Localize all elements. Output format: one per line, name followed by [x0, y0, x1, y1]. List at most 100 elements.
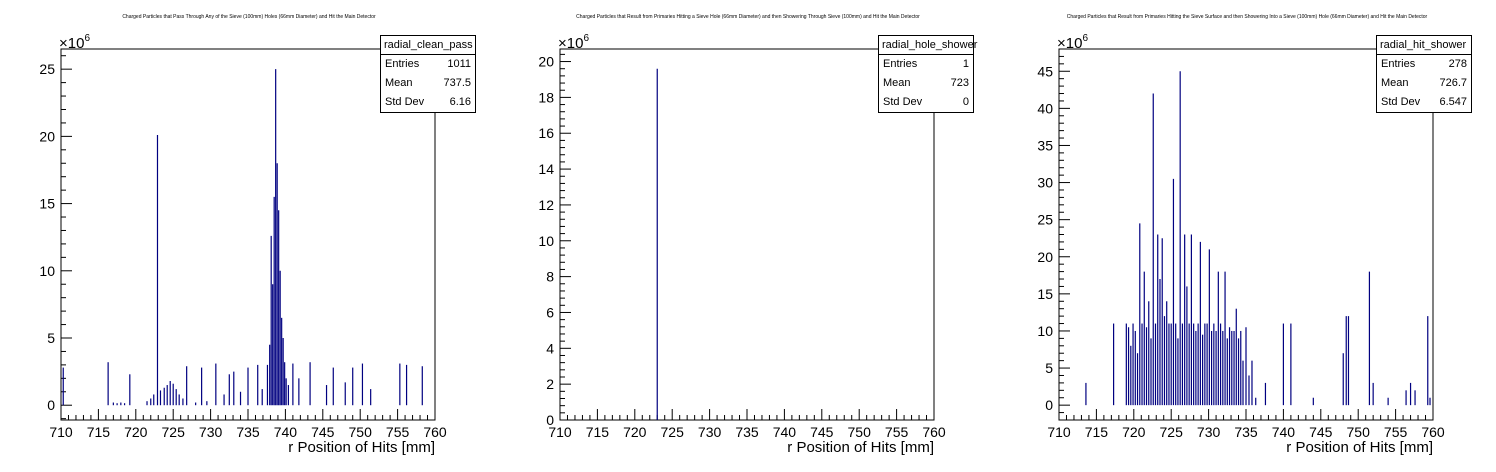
y-axis-exponent: ×106: [1057, 33, 1088, 52]
y-tick-label: 0: [47, 397, 55, 413]
y-tick-label: 12: [538, 197, 554, 213]
y-tick-label: 5: [47, 330, 55, 346]
y-tick-label: 0: [1045, 397, 1053, 413]
x-tick-label: 760: [423, 424, 447, 440]
y-tick-label: 10: [538, 233, 554, 249]
x-tick-label: 735: [236, 424, 260, 440]
stats-value: 723: [950, 77, 969, 89]
y-tick-label: 35: [1037, 137, 1053, 153]
y-tick-label: 25: [1037, 212, 1053, 228]
histogram-plot: 710 715 720 725 730 735 740 745 750 755 760 0 5 10 15 2…: [1037, 33, 1445, 456]
x-tick-label: 720: [623, 424, 647, 440]
stats-box: radial_hole_shower Entries 1 Mean 723 Std …: [878, 35, 977, 113]
x-tick-label: 730: [698, 424, 722, 440]
x-tick-label: 755: [1384, 424, 1408, 440]
y-axis-exponent-power: 6: [1082, 33, 1088, 44]
stats-label: Entries: [883, 58, 918, 70]
x-tick-label: 710: [1047, 424, 1071, 440]
x-axis-label: r Position of Hits [mm]: [1286, 439, 1433, 456]
y-tick-label: 30: [1037, 175, 1053, 191]
plot-frame: [60, 48, 436, 421]
x-tick-label: 730: [1197, 424, 1221, 440]
y-tick-label: 5: [1045, 360, 1053, 376]
x-tick-label: 720: [1122, 424, 1146, 440]
y-tick-label: 25: [39, 61, 55, 77]
stats-value: 1011: [447, 58, 471, 70]
histogram-plot: 710 715 720 725 730 735 740 745 750 755 760 0 2 4 6 8 10…: [538, 33, 946, 456]
stats-label: Mean: [883, 77, 911, 89]
x-tick-label: 740: [1272, 424, 1296, 440]
stats-value: 1: [962, 58, 969, 70]
stats-row-std-dev: Std Dev 6.16: [381, 93, 475, 112]
stats-row-mean: Mean 726.7: [1377, 74, 1471, 93]
y-tick-label: 14: [538, 161, 554, 177]
x-tick-label: 760: [922, 424, 946, 440]
x-axis-label: r Position of Hits [mm]: [288, 439, 435, 456]
y-tick-label: 15: [1037, 286, 1053, 302]
x-tick-label: 740: [274, 424, 298, 440]
stats-row-std-dev: Std Dev 0: [879, 93, 973, 112]
y-axis-exponent: ×106: [558, 33, 589, 52]
histogram-panel-hole-shower: 710 715 720 725 730 735 740 745 750 755 760 0 2 4 6 8 10…: [499, 0, 997, 472]
x-tick-label: 730: [199, 424, 223, 440]
y-tick-label: 0: [546, 412, 554, 428]
x-tick-label: 715: [1085, 424, 1109, 440]
x-tick-label: 715: [87, 424, 111, 440]
x-tick-label: 740: [773, 424, 797, 440]
stats-label: Std Dev: [883, 96, 923, 108]
x-tick-label: 745: [311, 424, 335, 440]
x-tick-label: 725: [162, 424, 186, 440]
stats-label: Mean: [385, 77, 413, 89]
x-tick-label: 745: [810, 424, 834, 440]
stats-histogram-name: radial_hit_shower: [1377, 36, 1471, 55]
y-axis-exponent-base: ×10: [59, 35, 84, 52]
stats-value: 6.547: [1439, 96, 1467, 108]
x-tick-label: 725: [661, 424, 685, 440]
x-tick-label: 735: [735, 424, 759, 440]
stats-label: Entries: [1381, 58, 1416, 70]
x-tick-label: 710: [548, 424, 572, 440]
stats-label: Std Dev: [1381, 96, 1421, 108]
y-axis-exponent-power: 6: [583, 33, 589, 44]
y-tick-label: 18: [538, 89, 554, 105]
y-tick-label: 6: [546, 304, 554, 320]
y-tick-label: 20: [39, 128, 55, 144]
y-tick-label: 40: [1037, 100, 1053, 116]
stats-row-entries: Entries 278: [1377, 55, 1471, 74]
histogram-plot: 710 715 720 725 730 735 740 745 750 755 760 0 5 10 15 2…: [39, 33, 447, 456]
stats-value: 726.7: [1439, 77, 1467, 89]
y-tick-label: 10: [1037, 323, 1053, 339]
chart-title: Charged Particles that Result from Prima…: [576, 14, 920, 20]
y-axis-exponent-base: ×10: [558, 35, 583, 52]
x-axis-label: r Position of Hits [mm]: [787, 439, 934, 456]
y-tick-label: 20: [1037, 249, 1053, 265]
stats-row-entries: Entries 1011: [381, 55, 475, 74]
stats-label: Mean: [1381, 77, 1409, 89]
stats-value: 278: [1448, 58, 1467, 70]
x-tick-label: 755: [386, 424, 410, 440]
x-tick-label: 750: [848, 424, 872, 440]
y-tick-label: 16: [538, 125, 554, 141]
stats-histogram-name: radial_hole_shower: [879, 36, 977, 55]
y-tick-label: 8: [546, 269, 554, 285]
y-tick-label: 2: [546, 376, 554, 392]
y-axis-exponent-power: 6: [84, 33, 90, 44]
stats-value: 737.5: [443, 77, 471, 89]
y-axis-exponent-base: ×10: [1057, 35, 1082, 52]
stats-row-entries: Entries 1: [879, 55, 973, 74]
stats-row-mean: Mean 723: [879, 74, 973, 93]
y-axis-exponent: ×106: [59, 33, 90, 52]
stats-histogram-name: radial_clean_pass: [381, 36, 475, 55]
stats-row-mean: Mean 737.5: [381, 74, 475, 93]
x-tick-label: 745: [1309, 424, 1333, 440]
stats-label: Std Dev: [385, 96, 425, 108]
stats-label: Entries: [385, 58, 420, 70]
stats-value: 0: [962, 96, 969, 108]
stats-value: 6.16: [449, 96, 471, 108]
x-tick-label: 760: [1421, 424, 1445, 440]
histogram-panel-hit-shower: 710 715 720 725 730 735 740 745 750 755 760 0 5 10 15 2…: [998, 0, 1496, 472]
y-tick-label: 45: [1037, 63, 1053, 79]
x-tick-label: 755: [885, 424, 909, 440]
x-tick-label: 750: [1347, 424, 1371, 440]
stats-box: radial_clean_pass Entries 1011 Mean 737.5 …: [380, 35, 476, 113]
